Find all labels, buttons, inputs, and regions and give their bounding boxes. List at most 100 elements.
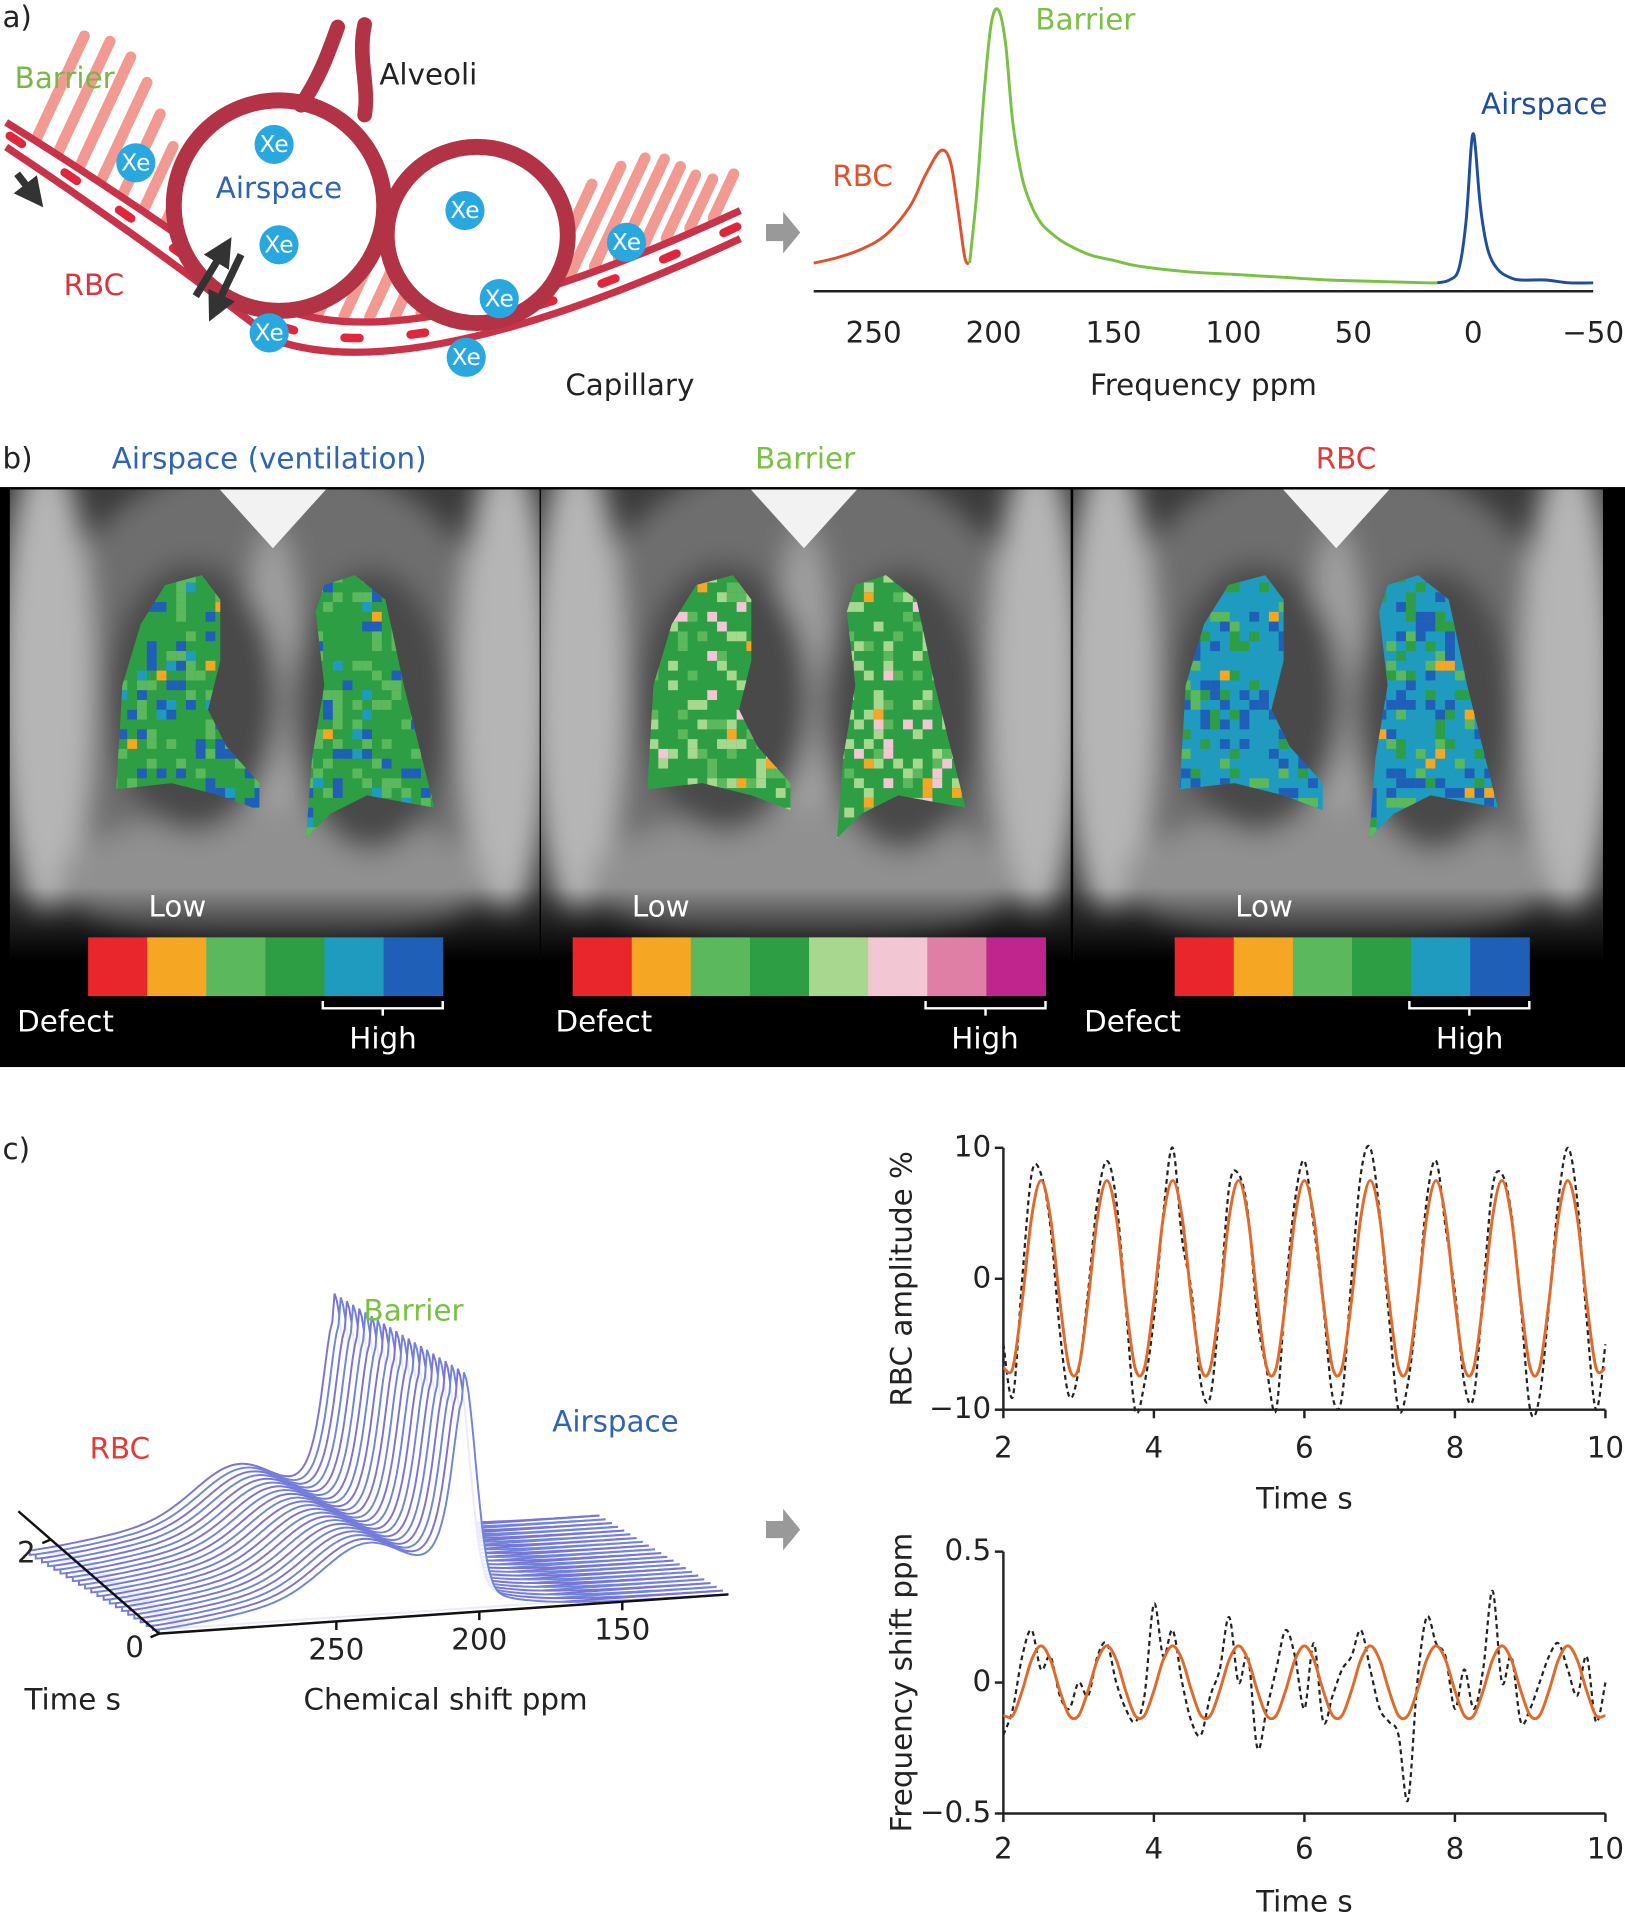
barrier-stripe <box>74 51 137 171</box>
series-label: Barrier <box>1035 2 1136 36</box>
alveolus <box>378 138 576 332</box>
lung-voxel <box>854 778 864 789</box>
lung-voxel <box>1396 602 1406 612</box>
mri-image <box>1073 489 1603 961</box>
lung-voxel <box>648 719 659 730</box>
lung-voxel <box>903 592 913 603</box>
lung-voxel <box>371 631 382 642</box>
lung-voxel <box>332 709 343 720</box>
lung-voxel <box>166 680 177 691</box>
lung-voxel <box>726 778 737 789</box>
lung-voxel <box>332 778 343 789</box>
lung-voxel <box>146 729 157 740</box>
lung-voxel <box>1190 699 1201 710</box>
lung-voxel <box>1464 719 1475 730</box>
lung-voxel <box>1396 768 1406 779</box>
lung-voxel <box>332 699 343 710</box>
shoulder <box>989 489 1071 918</box>
panel-label: b) <box>2 442 32 476</box>
colorbar-swatch <box>1411 937 1471 997</box>
lung-voxel <box>1298 758 1309 769</box>
x-tick-label: 50 <box>1335 316 1372 350</box>
xenon-label: Xe <box>121 150 150 177</box>
lung-voxel <box>932 778 943 789</box>
lung-voxel <box>1386 739 1397 749</box>
lung-voxel <box>726 748 737 759</box>
lung-voxel <box>1405 670 1416 681</box>
lung-voxel <box>717 739 727 749</box>
lung-voxel <box>775 788 786 798</box>
xenon-atom <box>259 225 299 265</box>
lung-voxel <box>371 788 382 798</box>
lung-voxel <box>1229 709 1240 720</box>
lung-voxel <box>726 670 737 681</box>
lung-voxel <box>332 690 343 700</box>
lung-voxel <box>1386 699 1397 710</box>
lung-voxel <box>736 602 747 612</box>
lung-voxel <box>156 699 167 710</box>
lung-voxel <box>185 631 196 642</box>
lung-voxel <box>371 699 382 710</box>
lung-voxel <box>746 641 757 652</box>
colorbar-swatch <box>324 937 385 997</box>
lung-voxel <box>1474 788 1485 798</box>
lung-voxel <box>137 699 147 710</box>
barrier-stripe <box>96 76 153 185</box>
lung-voxel <box>1298 768 1309 779</box>
lung-voxel <box>371 621 382 632</box>
lung-voxel <box>1190 660 1201 671</box>
lung-voxel <box>342 748 353 759</box>
lung-voxel <box>844 739 855 749</box>
lung-voxel <box>873 699 884 710</box>
lung-voxel <box>205 719 216 730</box>
red-blood-cells <box>5 131 745 343</box>
x-tick-label: 2 <box>994 1832 1013 1866</box>
axis-title: Time s <box>23 1682 120 1716</box>
lung-voxel <box>352 768 363 779</box>
lung-voxel <box>1210 690 1220 700</box>
shoulder <box>9 489 93 918</box>
lung-voxel <box>176 611 186 622</box>
lung-voxel <box>1396 690 1406 700</box>
lung-voxel <box>707 758 718 769</box>
lung-voxel <box>1180 729 1191 740</box>
lung-voxel <box>726 739 737 749</box>
lung-voxel <box>332 739 343 749</box>
lung-voxel <box>1179 778 1181 789</box>
lung-voxel <box>323 729 333 740</box>
lung-voxel <box>707 768 718 779</box>
y-axis-title: Frequency shift ppm <box>885 1533 919 1833</box>
lung-voxel <box>1190 768 1201 779</box>
lung-voxel <box>707 690 718 700</box>
lung-voxel <box>156 602 167 612</box>
lung-voxel <box>1445 739 1455 749</box>
lung-voxel <box>726 729 737 740</box>
peak-label: Airspace <box>552 1405 678 1439</box>
lung-voxel <box>323 788 333 798</box>
exchange-arrow <box>192 237 232 299</box>
lung-voxel <box>1454 690 1465 700</box>
lung-voxel <box>1435 651 1446 661</box>
lung-voxel <box>854 719 864 730</box>
lung-voxel <box>215 739 226 749</box>
series-line <box>1002 1179 1607 1378</box>
colorbar-swatch <box>1292 937 1353 997</box>
lung-voxel <box>883 651 894 661</box>
lung-voxel <box>707 719 718 730</box>
lung-voxel <box>166 699 177 710</box>
lung-voxel <box>912 670 923 681</box>
xenon-label: Xe <box>255 320 284 347</box>
lung-voxel <box>1435 729 1446 740</box>
exchange-arrow <box>208 252 245 322</box>
lung-voxel <box>362 592 372 603</box>
lung-voxel <box>1435 778 1446 789</box>
colorbar-swatch <box>265 937 325 997</box>
lung-voxel <box>195 748 206 759</box>
lung-voxel <box>942 748 952 759</box>
lung-voxel <box>668 680 678 691</box>
lung-voxel <box>883 719 894 730</box>
lung-voxel <box>323 602 333 612</box>
lung-voxel <box>1190 778 1201 789</box>
lung-voxel <box>883 575 894 583</box>
